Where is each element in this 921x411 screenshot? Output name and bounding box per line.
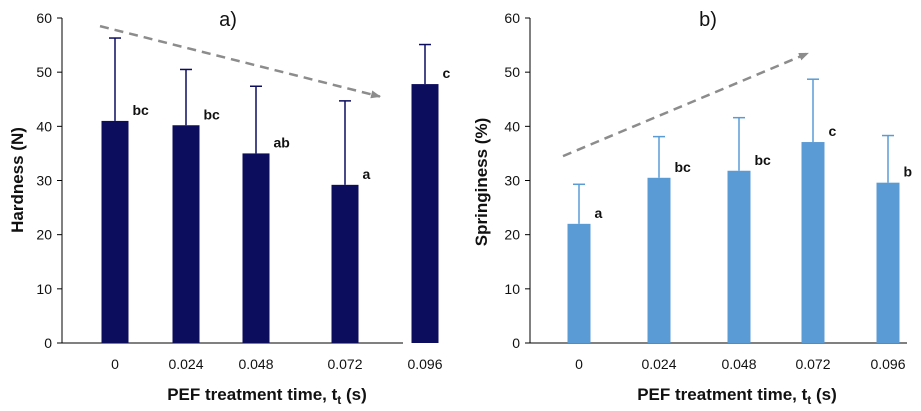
- bar: [567, 223, 591, 343]
- hardness-chart-panel: a) Hardness (N) PEF treatment time, tt (…: [8, 9, 451, 407]
- bar: [331, 184, 359, 343]
- x-axis-title-b: PEF treatment time, tt (s): [637, 385, 837, 407]
- significance-letter: c: [443, 65, 451, 81]
- trend-arrow: [562, 52, 809, 158]
- y-tick-label: 30: [36, 173, 52, 189]
- significance-letter: ab: [274, 134, 290, 150]
- y-tick-label: 20: [36, 227, 52, 243]
- x-axis-title-b-main: PEF treatment time, t: [637, 385, 807, 404]
- bar: [647, 177, 671, 343]
- springiness-chart-panel: b) Springiness (%) PEF treatment time, t…: [472, 9, 912, 407]
- x-tick-label: 0.072: [327, 356, 362, 372]
- x-tick-label: 0.048: [721, 356, 756, 372]
- significance-letter: bc: [204, 106, 221, 122]
- panel-label-a: a): [219, 9, 237, 31]
- bar: [727, 170, 751, 343]
- bar: [876, 182, 900, 343]
- bar: [801, 142, 825, 343]
- bar: [172, 125, 200, 343]
- x-axis-title-b-suffix: (s): [811, 385, 837, 404]
- significance-letter: bc: [133, 102, 150, 118]
- y-tick-label: 60: [36, 10, 52, 26]
- y-tick-label: 30: [504, 173, 520, 189]
- x-tick-label: 0.096: [870, 356, 905, 372]
- significance-letter: a: [595, 205, 603, 221]
- x-tick-label: 0.096: [407, 356, 442, 372]
- y-tick-label: 50: [504, 64, 520, 80]
- x-tick-label: 0.024: [641, 356, 676, 372]
- x-tick-label: 0: [111, 356, 119, 372]
- y-tick-label: 40: [36, 118, 52, 134]
- x-axis-title-b-sub: t: [807, 393, 811, 407]
- plot-area-b: 0 10 20 30 40 50 60 0 a 0.024 bc 0.048 bc 0.072 c 0.096…: [504, 10, 912, 372]
- y-tick-label: 50: [36, 64, 52, 80]
- x-axis-title-a-main: PEF treatment time, t: [167, 385, 337, 404]
- x-axis-title-a-sub: t: [337, 393, 341, 407]
- x-tick-label: 0.048: [238, 356, 273, 372]
- significance-letter: c: [829, 123, 837, 139]
- x-axis-title-a: PEF treatment time, tt (s): [167, 385, 367, 407]
- x-tick-label: 0: [575, 356, 583, 372]
- x-tick-label: 0.024: [168, 356, 203, 372]
- y-axis-title-hardness: Hardness (N): [8, 127, 27, 233]
- y-tick-label: 40: [504, 118, 520, 134]
- y-axis-title-springiness: Springiness (%): [472, 118, 491, 246]
- significance-letter: a: [363, 166, 371, 182]
- y-tick-label: 0: [44, 335, 52, 351]
- bar: [242, 153, 270, 343]
- panel-label-b: b): [699, 9, 717, 31]
- y-tick-label: 20: [504, 227, 520, 243]
- x-axis-title-a-suffix: (s): [341, 385, 367, 404]
- y-tick-label: 10: [36, 281, 52, 297]
- significance-letter: bc: [675, 159, 692, 175]
- significance-letter: bc: [755, 152, 772, 168]
- significance-letter: b: [904, 164, 913, 180]
- x-tick-label: 0.072: [795, 356, 830, 372]
- y-tick-label: 10: [504, 281, 520, 297]
- y-tick-label: 60: [504, 10, 520, 26]
- bar: [411, 84, 439, 343]
- bar: [101, 120, 129, 344]
- y-tick-label: 0: [512, 335, 520, 351]
- plot-area-a: 0 10 20 30 40 50 60 0 bc 0.024 bc 0.048 ab 0.072 a 0.09…: [36, 10, 450, 372]
- trend-arrow: [99, 24, 381, 99]
